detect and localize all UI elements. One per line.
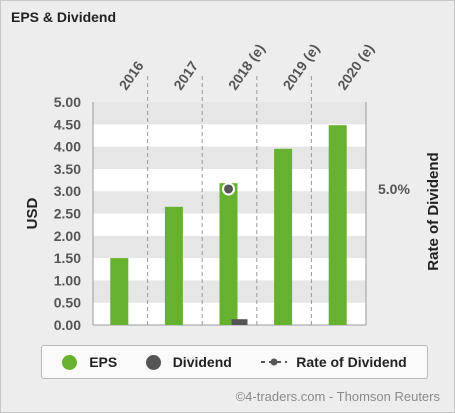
y2-tick-label: 5.0% <box>378 181 410 197</box>
grid-band <box>93 168 366 192</box>
x-tick-label: 2016 <box>116 58 147 93</box>
chart-legend: EPS Dividend Rate of Dividend <box>41 345 428 379</box>
eps-bar <box>328 125 347 325</box>
y-tick-label: 2.00 <box>54 228 81 244</box>
y-tick-label: 4.50 <box>54 116 81 132</box>
y-tick-label: 4.00 <box>54 139 81 155</box>
legend-item-eps[interactable]: EPS <box>62 354 117 370</box>
chart-title: EPS & Dividend <box>11 9 117 25</box>
rate-point <box>222 182 235 196</box>
grid-band <box>93 124 366 147</box>
legend-item-rate-of-dividend[interactable]: Rate of Dividend <box>260 354 407 370</box>
legend-item-dividend[interactable]: Dividend <box>145 354 232 370</box>
legend-swatch-eps <box>62 354 78 370</box>
y-tick-label: 1.50 <box>54 250 81 266</box>
grid-band <box>93 102 366 125</box>
y-tick-label: 2.50 <box>54 206 81 222</box>
legend-label-rate-of-dividend: Rate of Dividend <box>296 354 407 370</box>
y-axis-title: USD <box>24 197 41 229</box>
legend-swatch-rate <box>261 358 288 366</box>
legend-swatch-dividend <box>145 354 161 370</box>
y-tick-label: 1.00 <box>54 272 81 288</box>
y-tick-label: 3.50 <box>54 161 81 177</box>
eps-bar <box>274 148 293 325</box>
x-tick-label: 2018 (e) <box>225 41 268 93</box>
y2-axis-title: Rate of Dividend <box>425 152 442 270</box>
y-tick-label: 5.00 <box>54 94 81 110</box>
legend-label-eps: EPS <box>89 354 118 370</box>
chart-plot: 0.00 0.50 1.00 1.50 2.00 2.50 3.00 3.50 4.00 4.50… <box>24 41 442 333</box>
x-tick-label: 2020 (e) <box>334 41 377 93</box>
eps-bar <box>110 258 129 325</box>
grid-band <box>93 146 366 169</box>
eps-bar <box>219 183 238 325</box>
source-credit: ©4-traders.com - Thomson Reuters <box>235 389 440 404</box>
legend-label-dividend: Dividend <box>172 354 232 370</box>
eps-bar <box>164 206 183 325</box>
y-tick-label: 3.00 <box>54 183 81 199</box>
x-tick-label: 2017 <box>170 58 201 93</box>
x-tick-label: 2019 (e) <box>279 41 322 93</box>
y-tick-label: 0.50 <box>54 295 81 311</box>
dividend-bar <box>231 319 248 325</box>
y-tick-label: 0.00 <box>54 317 81 333</box>
